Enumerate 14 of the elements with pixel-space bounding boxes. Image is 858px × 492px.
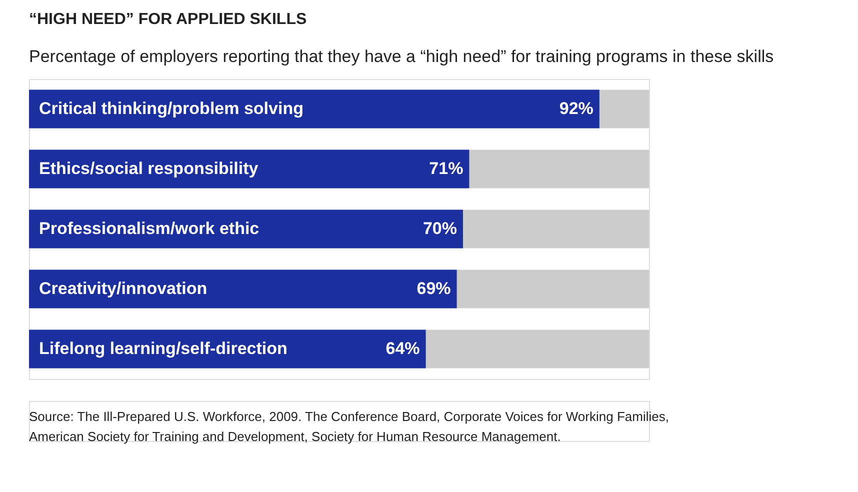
data-label: 64% <box>386 339 420 358</box>
data-label: 71% <box>429 159 464 178</box>
y-tick-label: Lifelong learning/self-direction <box>39 339 288 358</box>
data-label: 70% <box>422 219 457 238</box>
y-tick-label: Professionalism/work ethic <box>39 219 260 238</box>
y-tick-label: Creativity/innovation <box>39 279 208 298</box>
y-tick-label: Critical thinking/problem solving <box>39 99 304 118</box>
chart-subtitle: Percentage of employers reporting that they have a “high need” for training programs in these skills <box>29 47 774 66</box>
chart-title: “HIGH NEED” FOR APPLIED SKILLS <box>29 11 307 28</box>
data-label: 69% <box>416 279 451 298</box>
source-note: Source: The Ill-Prepared U.S. Workforce, 2009. The Conference Board, Corporate Voices for Working Families, <box>29 409 669 424</box>
text: American Society for Training and Development, Society for Human Resource Management. <box>29 429 561 444</box>
y-tick-label: Ethics/social responsibility <box>39 159 259 178</box>
data-label: 92% <box>559 99 594 118</box>
